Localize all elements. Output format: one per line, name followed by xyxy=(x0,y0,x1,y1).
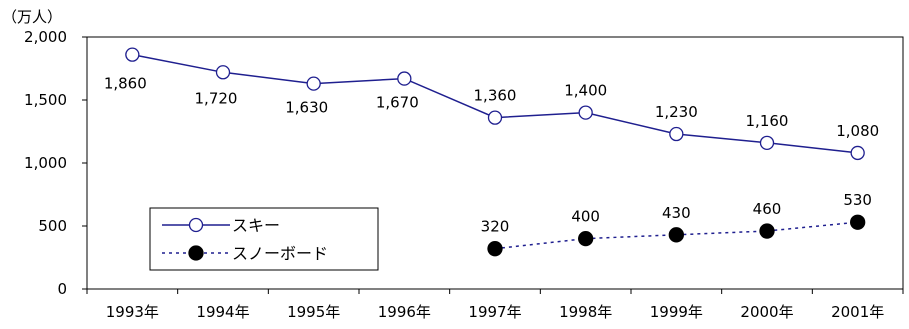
data-point xyxy=(578,105,593,120)
data-label: 1,080 xyxy=(836,122,879,140)
data-label: 1,720 xyxy=(195,89,238,107)
data-point xyxy=(578,230,594,247)
data-label: 1,360 xyxy=(474,87,517,105)
legend-box xyxy=(149,207,379,271)
x-tick-label: 2001年 xyxy=(831,303,884,321)
legend-marker xyxy=(188,245,204,261)
x-tick-label: 2000年 xyxy=(740,303,793,321)
data-label: 1,230 xyxy=(655,103,698,121)
legend-label: スノーボード xyxy=(232,244,328,263)
data-label: 1,860 xyxy=(104,75,147,93)
x-axis: 1993年 1994年 1995年 1996年 1997年 1998年 1999年 2000年… xyxy=(86,289,904,321)
x-tick-label: 1994年 xyxy=(196,303,249,321)
data-point xyxy=(397,71,412,86)
data-point xyxy=(306,76,321,91)
x-tick-label: 1997年 xyxy=(468,303,521,321)
data-label: 430 xyxy=(662,204,691,222)
data-point xyxy=(759,135,775,150)
data-label: 320 xyxy=(481,218,510,236)
legend-marker xyxy=(188,217,204,233)
y-tick-label: 1,000 xyxy=(24,154,67,172)
y-tick-label: 1,500 xyxy=(24,91,67,109)
data-label: 400 xyxy=(571,208,600,226)
y-axis: 0 500 1,000 1,500 2,000 xyxy=(24,28,87,298)
y-tick-label: 2,000 xyxy=(24,28,67,46)
data-point xyxy=(850,145,865,161)
data-labels: 1,860 1,720 1,630 1,670 1,360 1,400 1,230 1,160… xyxy=(104,75,879,236)
series-line-1 xyxy=(494,221,858,250)
y-tick-label: 500 xyxy=(38,217,67,235)
data-label: 1,400 xyxy=(564,82,607,100)
legend-label: スキー xyxy=(232,216,280,235)
data-point xyxy=(487,110,503,125)
x-tick-label: 1993年 xyxy=(106,303,159,321)
x-tick-label: 1996年 xyxy=(378,303,431,321)
data-point xyxy=(669,126,684,142)
y-axis-unit-label: （万人） xyxy=(2,8,62,26)
data-point xyxy=(215,65,231,80)
data-point xyxy=(668,227,684,243)
data-point xyxy=(850,214,866,230)
data-point xyxy=(759,223,775,239)
data-label: 460 xyxy=(753,200,782,218)
x-tick-label: 1995年 xyxy=(287,303,340,321)
x-tick-label: 1999年 xyxy=(650,303,703,321)
data-point xyxy=(125,47,140,62)
data-label: 1,670 xyxy=(376,94,419,112)
data-point xyxy=(487,241,503,257)
y-tick-label: 0 xyxy=(57,280,67,298)
x-tick-label: 1998年 xyxy=(559,303,612,321)
data-label: 1,160 xyxy=(746,112,789,130)
data-label: 530 xyxy=(843,191,872,209)
data-label: 1,630 xyxy=(285,99,328,117)
series-layer xyxy=(125,47,866,257)
